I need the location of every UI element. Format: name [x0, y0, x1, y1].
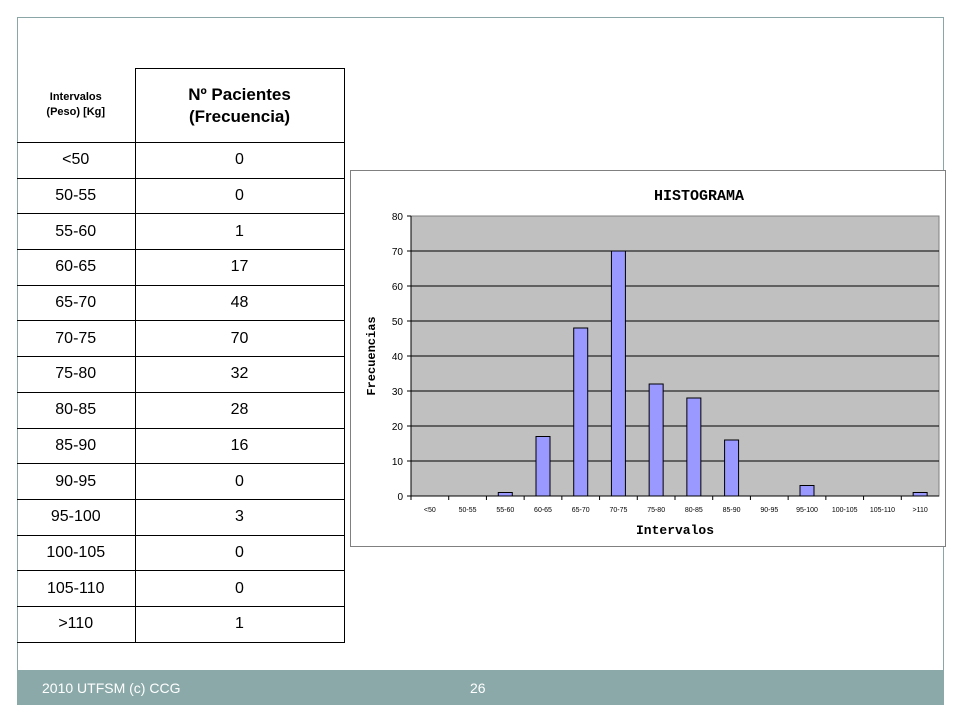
interval-cell: 80-85	[17, 391, 136, 429]
bar	[648, 383, 664, 497]
frequency-cell: 32	[134, 356, 345, 393]
grid-lines	[411, 250, 939, 462]
y-tick-label: 40	[392, 352, 404, 363]
x-axis-ticks: <50 50-55 55-60 60-65 65-70 70-75 75-80 80-85 85…	[410, 496, 928, 514]
x-tick-label: <50	[424, 507, 436, 514]
interval-cell: <50	[17, 142, 136, 179]
frequency-cell: 16	[134, 427, 345, 465]
table-row: 50-55 0	[17, 177, 345, 215]
frequency-cell: 28	[134, 391, 345, 429]
footer-bar	[17, 670, 944, 705]
interval-cell: 105-110	[17, 570, 136, 607]
table-row: 80-85 28	[17, 391, 345, 429]
table-body: <50 0 50-55 0 55-60 1 60-65 17 65-70 48 70-75 70 75-…	[17, 142, 345, 643]
frequency-table: Intervalos (Peso) [Kg] Nº Pacientes (Fre…	[17, 68, 345, 643]
interval-cell: 65-70	[17, 284, 136, 322]
interval-cell: 70-75	[17, 320, 136, 358]
x-tick-label: >110	[913, 507, 928, 514]
x-tick-label: 70-75	[609, 507, 627, 514]
table-row: 60-65 17	[17, 249, 345, 286]
frequency-cell: 0	[134, 177, 345, 215]
header-frequency: Nº Pacientes (Frecuencia)	[134, 68, 345, 143]
table-header-row: Intervalos (Peso) [Kg] Nº Pacientes (Fre…	[17, 68, 345, 143]
chart-title: HISTOGRAMA	[654, 188, 744, 205]
x-tick-label: 55-60	[496, 507, 514, 514]
x-tick-label: 60-65	[534, 507, 552, 514]
x-axis-label: Intervalos	[636, 523, 714, 538]
table-row: 100-105 0	[17, 534, 345, 572]
table-row: >110 1	[17, 605, 345, 643]
y-tick-label: 20	[392, 422, 404, 433]
header-interval-line2: (Peso) [Kg]	[46, 106, 106, 119]
x-tick-label: 90-95	[760, 507, 778, 514]
interval-cell: 90-95	[17, 463, 136, 500]
x-tick-label: 100-105	[832, 507, 858, 514]
y-tick-label: 0	[397, 492, 403, 503]
frequency-cell: 48	[134, 284, 345, 322]
histogram-svg: HISTOGRAMA 0 10 20 30 40 50 60 70 80 <50 50-55 55-…	[365, 188, 940, 538]
frequency-cell: 1	[134, 213, 345, 251]
footer-copyright: 2010 UTFSM (c) CCG	[42, 680, 181, 696]
bar	[573, 327, 589, 497]
x-tick-label: 80-85	[685, 507, 703, 514]
y-tick-label: 30	[392, 387, 404, 398]
frequency-cell: 0	[134, 463, 345, 500]
bar	[799, 485, 815, 497]
interval-cell: 50-55	[17, 177, 136, 215]
bar	[497, 492, 513, 497]
table-row: 65-70 48	[17, 284, 345, 322]
interval-cell: 75-80	[17, 356, 136, 393]
frequency-cell: 1	[134, 605, 345, 643]
table-row: 55-60 1	[17, 213, 345, 251]
x-tick-label: 65-70	[572, 507, 590, 514]
table-row: 90-95 0	[17, 463, 345, 500]
frequency-cell: 0	[134, 534, 345, 572]
frequency-cell: 0	[134, 142, 345, 179]
bar	[912, 492, 928, 497]
y-tick-label: 80	[392, 212, 404, 223]
frequency-cell: 3	[134, 498, 345, 536]
x-tick-label: 50-55	[459, 507, 477, 514]
x-tick-label: 75-80	[647, 507, 665, 514]
frequency-cell: 0	[134, 570, 345, 607]
x-tick-label: 95-100	[796, 507, 818, 514]
table-row: 95-100 3	[17, 498, 345, 536]
table-row: 105-110 0	[17, 570, 345, 607]
y-tick-label: 70	[392, 247, 404, 258]
interval-cell: 100-105	[17, 534, 136, 572]
header-interval: Intervalos (Peso) [Kg]	[17, 68, 136, 143]
y-axis-ticks: 0 10 20 30 40 50 60 70 80	[392, 212, 412, 503]
y-axis-label: Frecuencias	[365, 316, 379, 395]
interval-cell: 60-65	[17, 249, 136, 286]
page-number: 26	[470, 680, 486, 696]
bar	[610, 250, 626, 497]
x-tick-label: 105-110	[870, 507, 895, 514]
table-row: 75-80 32	[17, 356, 345, 393]
frequency-cell: 70	[134, 320, 345, 358]
interval-cell: 55-60	[17, 213, 136, 251]
y-tick-label: 50	[392, 317, 404, 328]
header-interval-line1: Intervalos	[49, 91, 102, 104]
table-row: 70-75 70	[17, 320, 345, 358]
interval-cell: 95-100	[17, 498, 136, 536]
table-row: <50 0	[17, 142, 345, 179]
histogram-chart: HISTOGRAMA 0 10 20 30 40 50 60 70 80 <50 50-55 55-…	[350, 170, 946, 547]
bar	[686, 397, 702, 497]
interval-cell: 85-90	[17, 427, 136, 465]
header-frequency-line2: (Frecuencia)	[188, 106, 291, 126]
bar	[535, 436, 551, 497]
bar	[724, 439, 740, 497]
y-tick-label: 60	[392, 282, 404, 293]
frequency-cell: 17	[134, 249, 345, 286]
header-frequency-line1: Nº Pacientes	[188, 84, 291, 104]
table-row: 85-90 16	[17, 427, 345, 465]
x-tick-label: 85-90	[723, 507, 741, 514]
y-tick-label: 10	[392, 457, 404, 468]
interval-cell: >110	[17, 605, 136, 643]
